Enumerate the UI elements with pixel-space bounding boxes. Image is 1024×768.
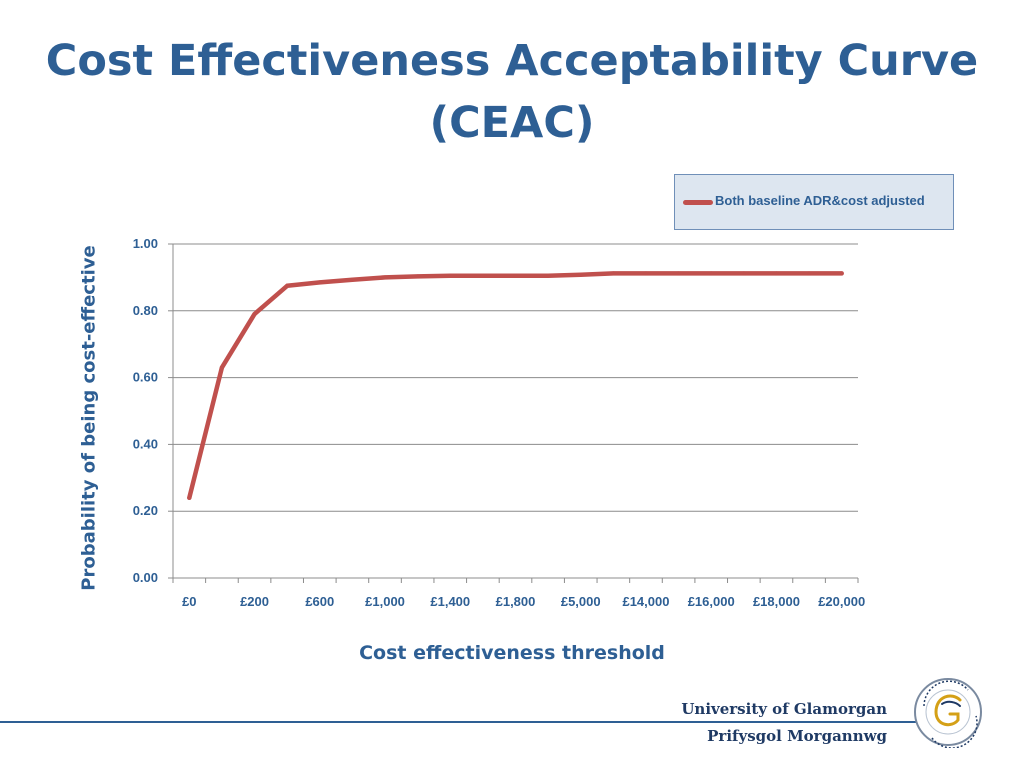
data-point [676,271,681,276]
data-point [252,312,257,317]
x-tick-label: £1,800 [496,594,536,609]
x-tick-label: £5,000 [561,594,601,609]
data-point [839,271,844,276]
y-tick-label: 0.60 [133,370,158,385]
y-tick-label: 1.00 [133,236,158,251]
slide-title-line-1: Cost Effectiveness Acceptability Curve [45,36,979,86]
y-tick-label: 0.40 [133,436,158,451]
x-tick-label: £200 [240,594,269,609]
data-point [187,495,192,500]
slide-title-line-2: (CEAC) [429,98,595,148]
data-point [383,275,388,280]
x-tick-label: £600 [305,594,334,609]
x-tick-label: £16,000 [688,594,735,609]
data-point [709,271,714,276]
x-tick-label: £18,000 [753,594,800,609]
university-logo-icon [914,678,982,748]
university-name-welsh: Prifysgol Morgannwg [707,727,887,745]
x-axis-label: Cost effectiveness threshold [359,642,665,664]
data-point [643,271,648,276]
data-point [546,273,551,278]
data-point [578,272,583,277]
data-point [513,273,518,278]
series-line [187,271,844,501]
x-tick-label: £1,400 [430,594,470,609]
data-point [219,365,224,370]
y-axis-label: Probability of being cost-effective [78,245,100,591]
x-tick-label: £0 [182,594,196,609]
footer-divider [0,721,920,723]
y-tick-label: 0.80 [133,303,158,318]
x-tick-label: £14,000 [622,594,669,609]
legend-label: Both baseline ADR&cost adjusted [715,193,925,208]
university-name: University of Glamorgan [681,700,887,718]
x-tick-label: £1,000 [365,594,405,609]
data-point [448,273,453,278]
legend-swatch [683,200,713,205]
y-tick-label: 0.20 [133,503,158,518]
data-point [350,277,355,282]
y-tick-label: 0.00 [133,570,158,585]
data-point [611,271,616,276]
x-tick-label: £20,000 [818,594,865,609]
data-point [774,271,779,276]
data-point [741,271,746,276]
slide-title: Cost Effectiveness Acceptability Curve (… [0,30,1024,154]
data-point [415,274,420,279]
data-point [807,271,812,276]
data-point [317,280,322,285]
data-point [285,283,290,288]
chart-legend: Both baseline ADR&cost adjusted [674,174,954,230]
data-point [480,273,485,278]
